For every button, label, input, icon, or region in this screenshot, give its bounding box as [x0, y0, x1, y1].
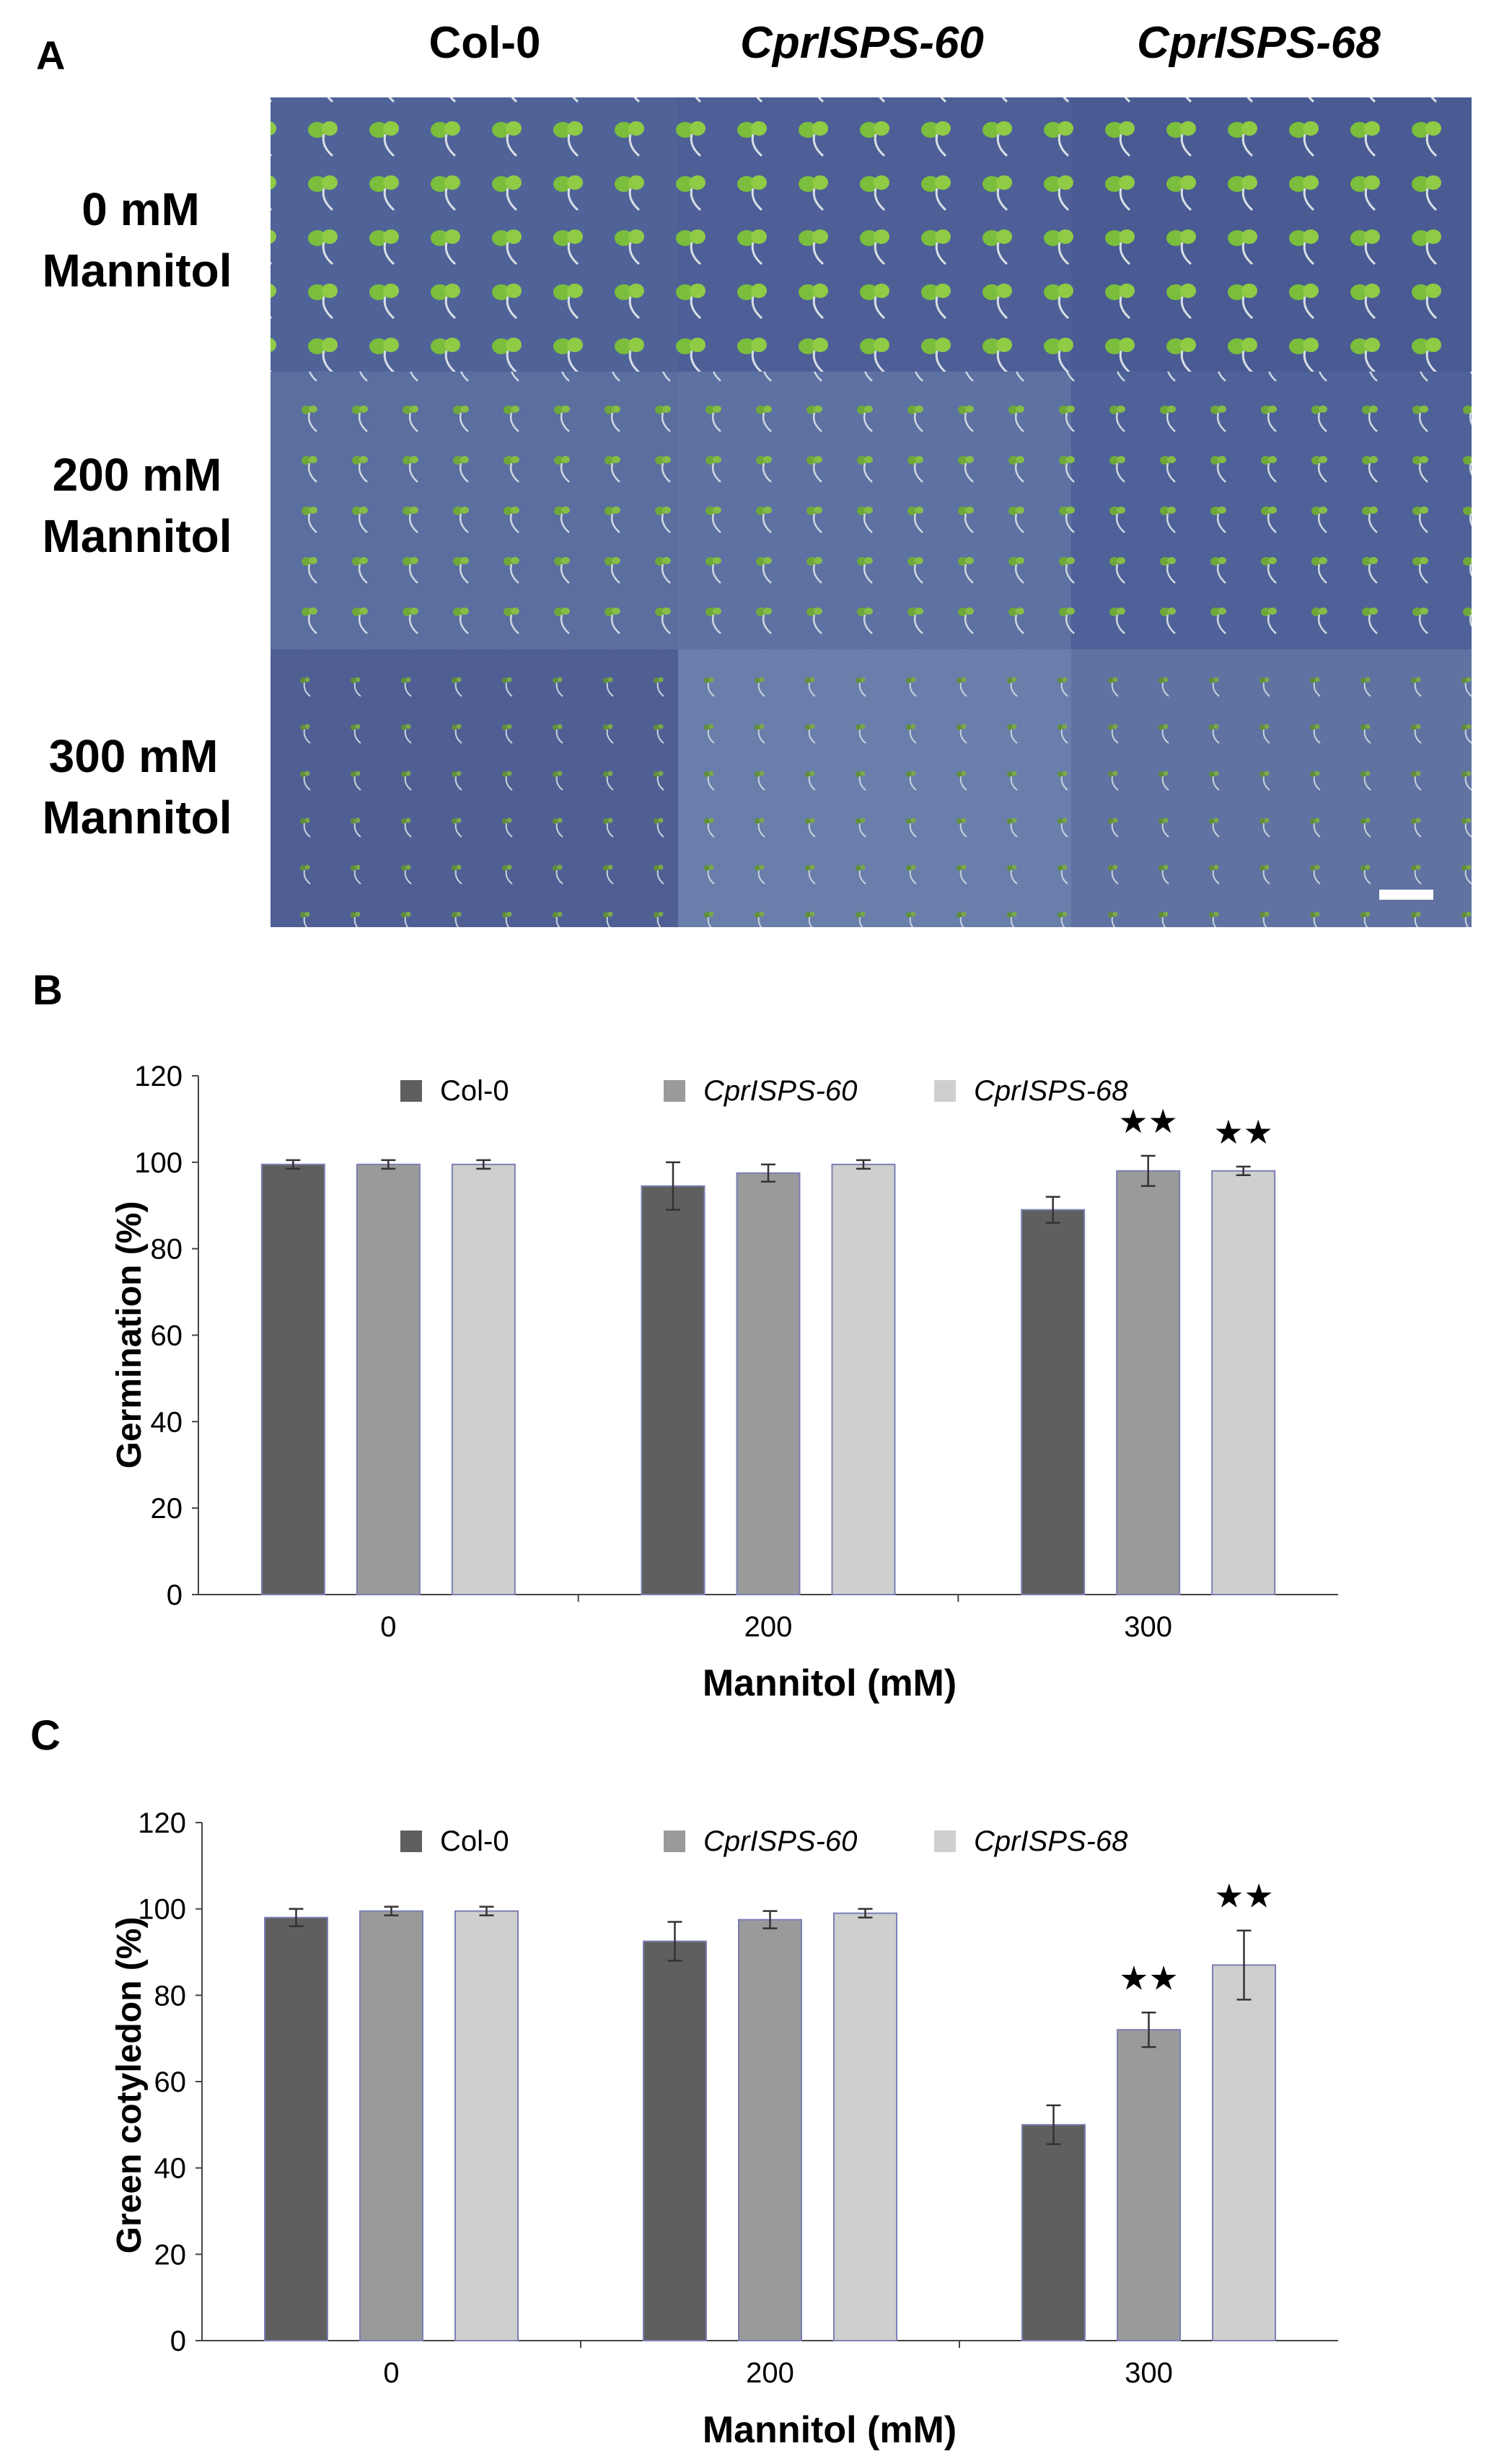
x-axis-title: Mannitol (mM) [703, 1662, 957, 1704]
x-tick-label: 0 [380, 1611, 396, 1643]
legend-label: Col-0 [440, 1825, 509, 1857]
y-axis-title: Germination (%) [110, 1201, 149, 1469]
row-label-0mm-line2: Mannitol [42, 245, 232, 297]
bar [833, 1912, 897, 2341]
bar [641, 1185, 705, 1595]
bar [1212, 1964, 1276, 2341]
legend-label: CprISPS-68 [974, 1075, 1128, 1107]
y-tick-label: 0 [167, 1579, 183, 1611]
y-tick-label: 120 [138, 1807, 186, 1839]
bar [831, 1163, 896, 1596]
bar [356, 1163, 421, 1596]
y-tick-label: 80 [151, 1234, 183, 1266]
bar [1021, 2123, 1086, 2341]
row-label-300mm-line2: Mannitol [42, 792, 232, 843]
bar [264, 1916, 328, 2341]
bar [1211, 1170, 1276, 1595]
y-tick-label: 100 [134, 1147, 183, 1179]
seedlings-0mm [271, 97, 1472, 372]
panel-c-label: C [30, 1712, 61, 1759]
significance-mark: ★★ [1213, 1113, 1272, 1151]
y-tick-label: 20 [151, 1493, 183, 1525]
y-tick-label: 60 [154, 2066, 187, 2098]
bar [454, 1910, 519, 2342]
bar [359, 1910, 423, 2342]
legend-label: CprISPS-60 [703, 1075, 857, 1107]
row-label-200mm-line2: Mannitol [42, 510, 232, 562]
x-tick-label: 300 [1125, 2357, 1173, 2389]
plate-grid [271, 97, 1472, 927]
significance-mark: ★★ [1119, 1959, 1178, 1996]
panel-a: A Col-0 CprISPS-60 CprISPS-68 0 mM Manni… [36, 18, 1472, 927]
bar [736, 1172, 801, 1595]
legend-swatch [400, 1080, 422, 1102]
y-tick-label: 0 [170, 2325, 186, 2357]
x-axis-title: Mannitol (mM) [703, 2409, 957, 2451]
chart-germination: B Germination (%) Mannitol (mM) 0 20 40 60 8… [32, 967, 1338, 1704]
bar [1117, 2029, 1181, 2341]
bar [738, 1919, 802, 2341]
y-tick-label: 80 [154, 1980, 187, 2012]
x-tick-label: 200 [746, 2357, 794, 2389]
y-tick-label: 100 [138, 1894, 186, 1926]
legend-label: Col-0 [440, 1075, 509, 1107]
bar [1021, 1209, 1086, 1596]
y-axis-title: Green cotyledon (%) [110, 1917, 149, 2254]
column-header-cprisps68: CprISPS-68 [1137, 18, 1381, 68]
y-tick-label: 40 [154, 2153, 187, 2185]
bar [260, 1163, 325, 1596]
significance-mark: ★★ [1214, 1877, 1273, 1915]
bar [1116, 1170, 1181, 1595]
legend-swatch [934, 1831, 956, 1852]
y-tick-label: 40 [151, 1406, 183, 1438]
significance-mark: ★★ [1118, 1102, 1177, 1140]
row-label-300mm-line1: 300 mM [49, 730, 219, 782]
bar [451, 1163, 516, 1596]
row-label-200mm-line1: 200 mM [53, 449, 222, 501]
x-tick-label: 200 [744, 1611, 793, 1643]
legend-label: CprISPS-68 [974, 1825, 1128, 1857]
chart-green-cotyledon: C Green cotyledon (%) Mannitol (mM) 0 20 4… [30, 1712, 1338, 2451]
y-tick-label: 120 [134, 1061, 183, 1092]
column-header-cprisps60: CprISPS-60 [740, 18, 984, 68]
scale-bar [1379, 890, 1433, 900]
panel-a-label: A [36, 32, 65, 78]
seedlings-300mm [271, 649, 1472, 927]
y-tick-label: 20 [154, 2239, 187, 2271]
column-header-col0: Col-0 [429, 18, 541, 68]
legend-swatch [934, 1080, 956, 1102]
legend-swatch [664, 1080, 685, 1102]
legend-swatch [664, 1831, 685, 1852]
x-tick-label: 0 [383, 2357, 399, 2389]
legend-swatch [400, 1831, 422, 1852]
y-tick-label: 60 [151, 1320, 183, 1352]
legend-label: CprISPS-60 [703, 1825, 857, 1857]
bar [643, 1940, 707, 2342]
x-tick-label: 300 [1124, 1611, 1172, 1643]
row-label-0mm-line1: 0 mM [82, 183, 200, 235]
panel-b-label: B [32, 967, 63, 1014]
seedlings-200mm [271, 372, 1472, 649]
